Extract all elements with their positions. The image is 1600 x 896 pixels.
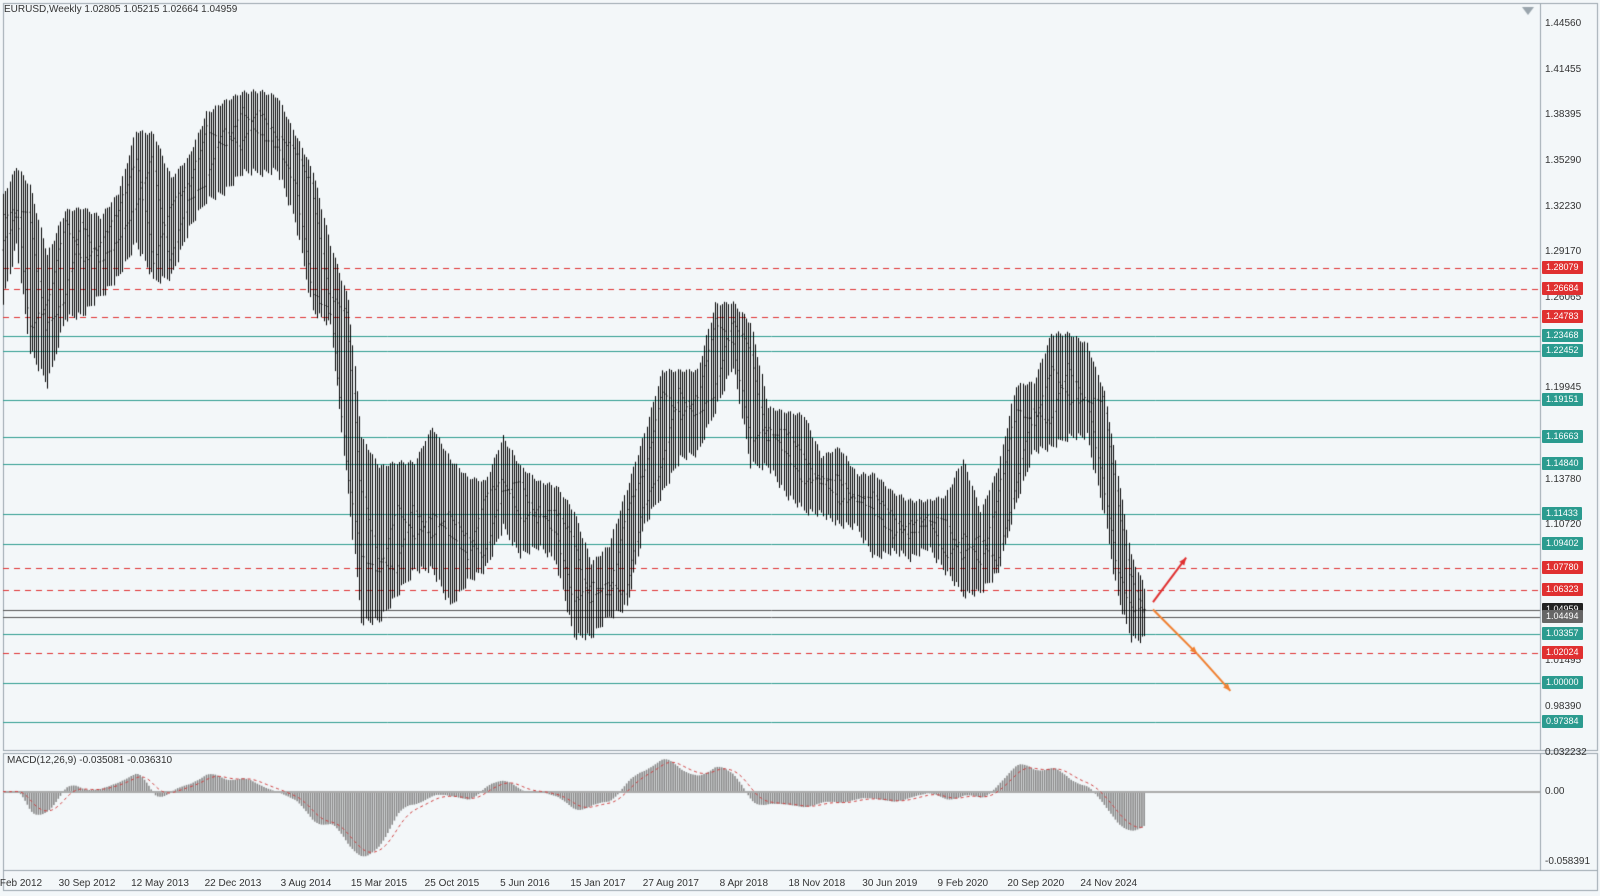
price-tag: 1.28079 bbox=[1542, 261, 1583, 274]
macd-title: MACD(12,26,9) -0.035081 -0.036310 bbox=[7, 755, 172, 766]
price-tag: 1.00000 bbox=[1542, 676, 1583, 689]
price-tag: 1.04494 bbox=[1542, 610, 1583, 623]
price-tag: 1.02024 bbox=[1542, 646, 1583, 659]
price-tag: 1.06323 bbox=[1542, 583, 1583, 596]
price-tag: 1.19151 bbox=[1542, 393, 1583, 406]
price-tag: 1.16663 bbox=[1542, 430, 1583, 443]
price-tag: 1.09402 bbox=[1542, 537, 1583, 550]
symbol-label: EURUSD,Weekly bbox=[4, 4, 82, 15]
price-tag: 1.11433 bbox=[1542, 507, 1582, 520]
chart-title: EURUSD,Weekly 1.02805 1.05215 1.02664 1.… bbox=[4, 4, 237, 15]
ohlc-label: 1.02805 1.05215 1.02664 1.04959 bbox=[84, 4, 237, 15]
price-tag: 1.23468 bbox=[1542, 329, 1583, 342]
price-tag: 1.26684 bbox=[1542, 282, 1583, 295]
price-tag: 0.97384 bbox=[1542, 715, 1583, 728]
price-tag: 1.22452 bbox=[1542, 344, 1583, 357]
price-tag: 1.14840 bbox=[1542, 457, 1583, 470]
price-tag: 1.24783 bbox=[1542, 310, 1583, 323]
price-tag: 1.07780 bbox=[1542, 561, 1583, 574]
price-tag: 1.03357 bbox=[1542, 627, 1583, 640]
price-chart-canvas bbox=[0, 0, 1600, 896]
